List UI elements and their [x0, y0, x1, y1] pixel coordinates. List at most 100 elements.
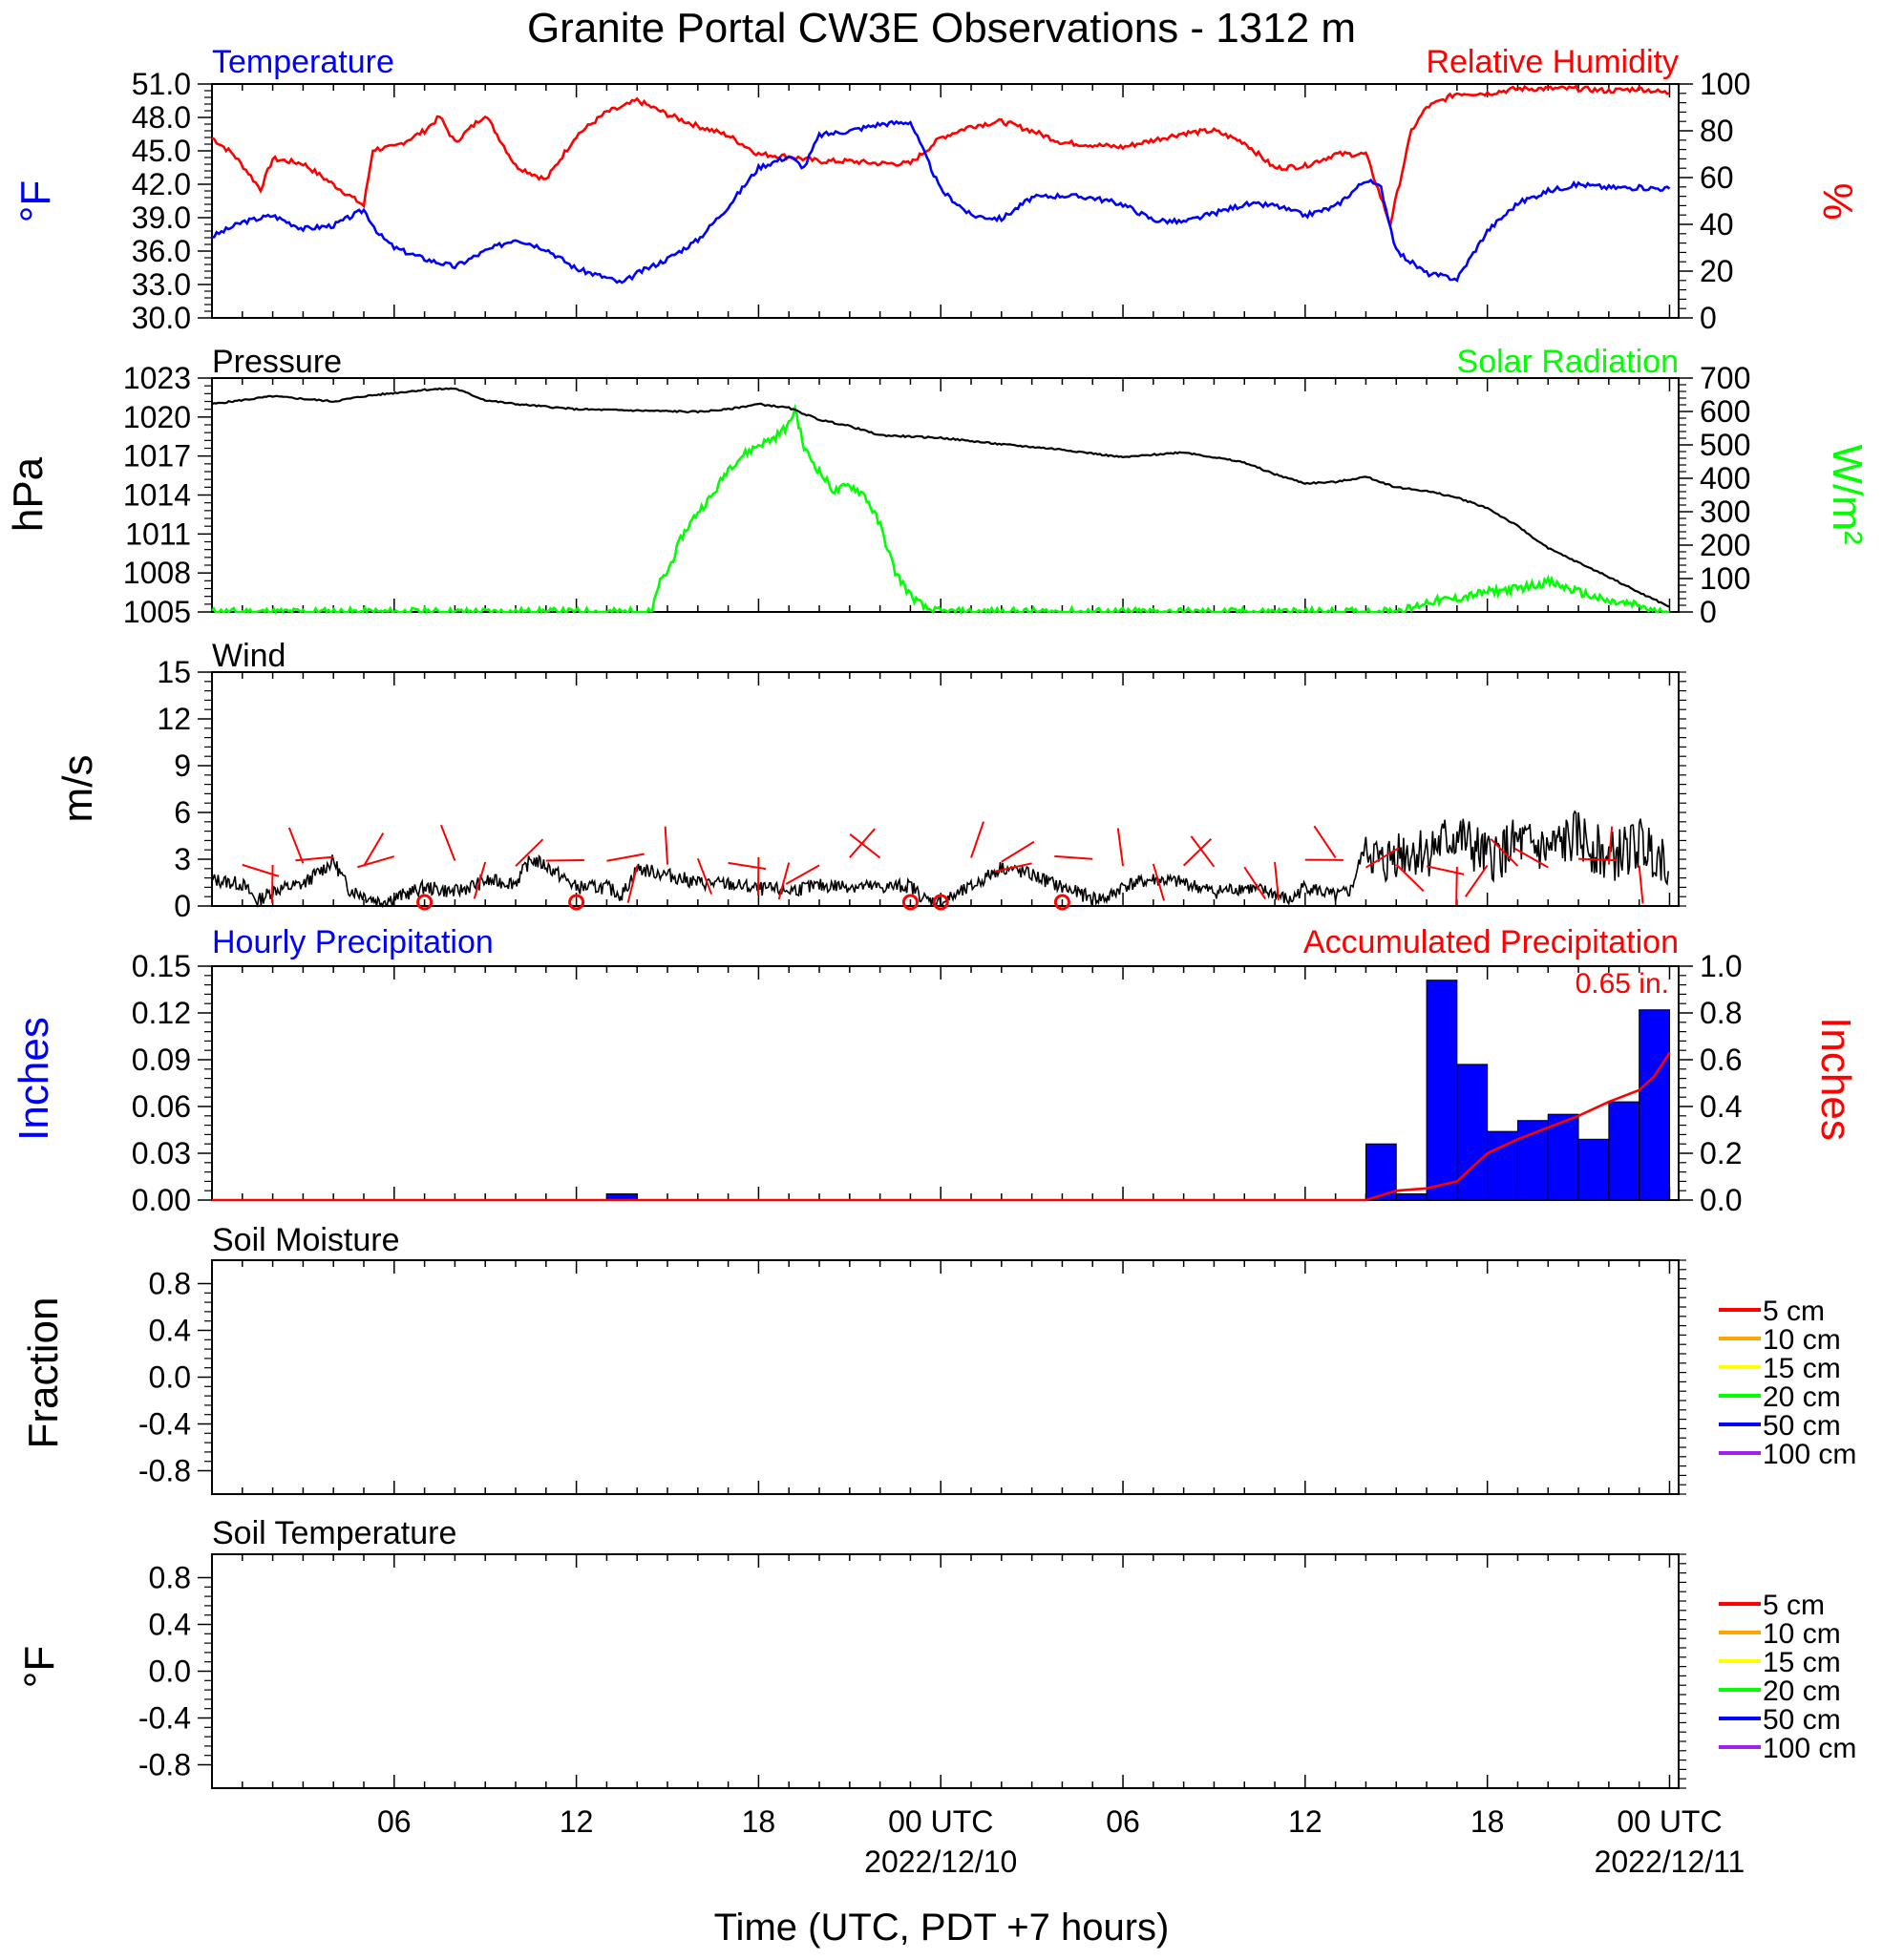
soil-temperature-legend-label: 10 cm — [1763, 1618, 1841, 1650]
wind-barb — [696, 857, 713, 895]
time-tick-label: 12 — [1288, 1804, 1322, 1839]
hourly-precip-bar — [1577, 1138, 1610, 1201]
soil-moisture-ytick-label: 0.4 — [149, 1314, 191, 1348]
temp-frame — [211, 83, 1680, 319]
solar-ytick-label: 300 — [1700, 495, 1750, 529]
wind-barb — [1395, 863, 1425, 893]
wind-barb — [439, 824, 456, 861]
solar-ytick-label: 600 — [1700, 394, 1750, 429]
wind-axis-label: m/s — [54, 755, 101, 823]
wind-barb — [728, 861, 767, 871]
soil-temperature-axis-label: °F — [16, 1646, 63, 1688]
time-axis-label: Time (UTC, PDT +7 hours) — [714, 1907, 1170, 1949]
wind-panel: Wind m/s 0 3 6 9 12 15 — [54, 638, 1686, 923]
rh-ytick-label: 20 — [1700, 254, 1734, 288]
wind-barb — [363, 832, 385, 867]
wind-ytick-label: 9 — [174, 748, 191, 783]
accum-ytick-label: 1.0 — [1700, 949, 1742, 983]
temperature-axis-label: °F — [12, 180, 59, 222]
soil-temperature-legend-label: 100 cm — [1763, 1733, 1856, 1764]
soil-moisture-axis-label: Fraction — [20, 1297, 67, 1449]
precip-ytick-label: 0.09 — [132, 1043, 191, 1077]
time-tick-label: 18 — [742, 1804, 776, 1839]
wind-barb — [664, 826, 669, 865]
soil-moisture-legend-label: 20 cm — [1763, 1381, 1841, 1413]
wind-barb — [606, 853, 645, 862]
wind-barb — [1001, 840, 1035, 863]
wind-barb — [1313, 825, 1337, 858]
wind-title: Wind — [212, 638, 286, 674]
soil-temperature-legend-label: 15 cm — [1763, 1647, 1841, 1678]
solar-ytick-label: 0 — [1700, 595, 1717, 629]
soil-moisture-ytick-label: 0.8 — [149, 1267, 191, 1301]
solar-ytick-label: 200 — [1700, 528, 1750, 562]
accum-ytick-label: 0.2 — [1700, 1136, 1742, 1170]
pressure-ytick-label: 1014 — [123, 478, 191, 513]
wind-barb — [1578, 857, 1618, 862]
wind-barb — [994, 862, 1032, 873]
wind-barb — [777, 862, 791, 900]
hourly-precip-title: Hourly Precipitation — [212, 924, 494, 960]
soil-temperature-ytick-label: -0.4 — [138, 1701, 191, 1736]
temp-ytick-label: 36.0 — [132, 234, 191, 268]
pressure-ytick-label: 1023 — [123, 361, 191, 395]
soil-moisture-panel: Soil Moisture Fraction -0.8 -0.4 0.0 0.4 0.8… — [20, 1222, 1856, 1495]
rh-ytick-label: 80 — [1700, 114, 1734, 148]
hourly-precip-bar — [1547, 1113, 1579, 1201]
humidity-series-line — [211, 84, 1670, 231]
wind-series-line — [211, 810, 1669, 909]
pressure-title: Pressure — [212, 344, 342, 380]
hourly-precip-bar — [1365, 1143, 1397, 1201]
wind-barb — [515, 838, 544, 867]
wind-barb — [1116, 828, 1125, 867]
time-tick-label: 12 — [560, 1804, 594, 1839]
solar-ytick-label: 100 — [1700, 561, 1750, 596]
soil-temperature-title: Soil Temperature — [212, 1515, 456, 1551]
time-tick-label: 06 — [1106, 1804, 1140, 1839]
wind-barb — [785, 864, 820, 885]
accum-ytick-label: 0.4 — [1700, 1089, 1742, 1124]
wind-barb — [1190, 835, 1216, 868]
solar-axis-label: W/m² — [1824, 444, 1871, 544]
time-tick-label: 18 — [1470, 1804, 1505, 1839]
temp-ytick-label: 51.0 — [132, 67, 191, 101]
wind-barb — [1243, 866, 1267, 900]
hourly-precip-bar — [1456, 1064, 1489, 1201]
soil-temperature-legend-label: 5 cm — [1763, 1590, 1825, 1621]
wind-barb — [1464, 864, 1489, 897]
soil-temperature-ytick-label: 0.0 — [149, 1654, 191, 1689]
calm-wind-marker — [568, 894, 585, 911]
temp-ytick-label: 42.0 — [132, 167, 191, 201]
wind-barb — [287, 827, 305, 864]
accum-precip-line — [212, 1051, 1671, 1202]
precip-ytick-label: 0.12 — [132, 996, 191, 1030]
temp-ytick-label: 39.0 — [132, 200, 191, 235]
time-tick-label: 00 UTC — [888, 1804, 993, 1839]
figure-title: Granite Portal CW3E Observations - 1312 … — [527, 5, 1356, 52]
wind-ytick-label: 3 — [174, 842, 191, 876]
temp-ytick-label: 30.0 — [132, 301, 191, 335]
calm-wind-marker — [1053, 894, 1070, 911]
wind-barb — [473, 861, 487, 899]
hourly-precip-bar — [1639, 1009, 1670, 1201]
soil-temperature-frame — [211, 1553, 1680, 1789]
hourly-precip-bar — [1395, 1192, 1428, 1201]
soil-moisture-legend-label: 15 cm — [1763, 1353, 1841, 1384]
hourly-precip-bar — [1608, 1101, 1640, 1201]
wind-barb — [1054, 854, 1093, 860]
wind-barb — [1455, 866, 1458, 905]
soil-temperature-ytick-label: 0.4 — [149, 1608, 191, 1642]
wind-barb — [1490, 837, 1519, 867]
wind-frame — [211, 671, 1680, 907]
wind-barb — [970, 821, 985, 858]
pressure-series-line — [211, 387, 1670, 608]
accum-ytick-label: 0.6 — [1700, 1043, 1742, 1077]
soil-moisture-legend-label: 100 cm — [1763, 1439, 1856, 1470]
temp-ytick-label: 48.0 — [132, 100, 191, 135]
wind-barb — [1152, 863, 1165, 901]
soil-moisture-legend-label: 5 cm — [1763, 1296, 1825, 1327]
wind-barb — [1182, 838, 1213, 867]
solar-ytick-label: 700 — [1700, 361, 1750, 395]
pressure-axis-label: hPa — [5, 456, 52, 532]
